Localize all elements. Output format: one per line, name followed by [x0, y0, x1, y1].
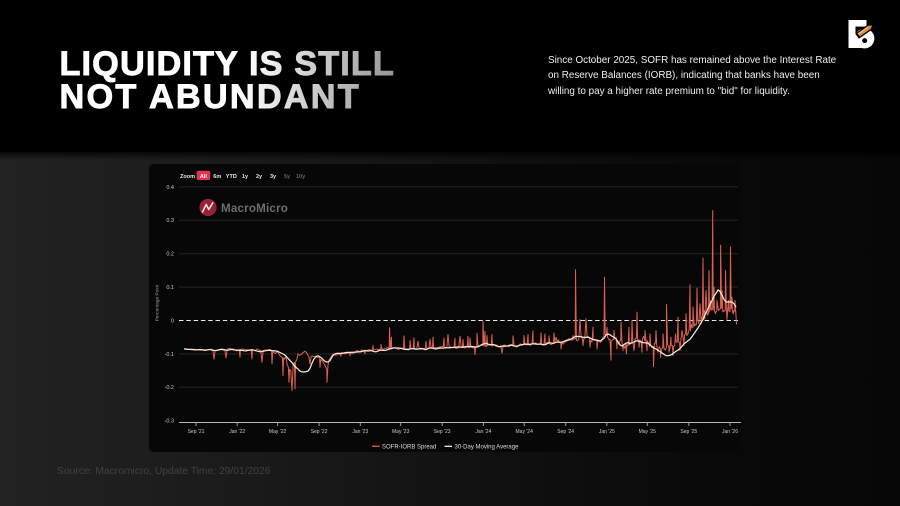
svg-text:0.4: 0.4: [166, 185, 174, 191]
svg-text:0.2: 0.2: [166, 252, 174, 258]
svg-text:Jan '23: Jan '23: [352, 429, 368, 435]
svg-text:May '23: May '23: [392, 429, 410, 435]
svg-text:1y: 1y: [242, 174, 249, 180]
svg-text:Jan '24: Jan '24: [475, 429, 491, 435]
svg-text:0: 0: [171, 318, 174, 324]
svg-text:SOFR-IORB Spread: SOFR-IORB Spread: [382, 445, 436, 451]
svg-text:MacroMicro: MacroMicro: [221, 202, 288, 215]
svg-text:2y: 2y: [256, 174, 263, 180]
svg-text:-0.2: -0.2: [165, 385, 174, 391]
svg-text:10y: 10y: [296, 174, 306, 180]
svg-text:30-Day Moving Average: 30-Day Moving Average: [455, 445, 520, 451]
svg-text:NOT ABUNDANT: NOT ABUNDANT: [60, 78, 361, 116]
svg-text:-0.1: -0.1: [165, 352, 174, 358]
svg-text:All: All: [200, 174, 208, 180]
svg-text:May '24: May '24: [516, 429, 534, 435]
svg-text:May '25: May '25: [639, 429, 657, 435]
svg-text:0.1: 0.1: [166, 285, 174, 291]
svg-text:Sep '24: Sep '24: [557, 429, 574, 435]
svg-text:Jan '22: Jan '22: [229, 429, 245, 435]
svg-text:Sep '22: Sep '22: [311, 429, 328, 435]
svg-text:YTD: YTD: [226, 174, 237, 180]
svg-text:Jan '26: Jan '26: [722, 429, 738, 435]
svg-text:Zoom: Zoom: [180, 174, 195, 180]
svg-text:0.3: 0.3: [166, 218, 174, 224]
svg-text:-0.3: -0.3: [165, 419, 174, 425]
svg-text:May '22: May '22: [269, 429, 287, 435]
svg-text:Percentage Point: Percentage Point: [155, 284, 161, 321]
svg-text:Jan '25: Jan '25: [599, 429, 615, 435]
svg-text:Sep '23: Sep '23: [434, 429, 451, 435]
svg-text:Sep '25: Sep '25: [680, 429, 697, 435]
svg-text:LIQUIDITY IS STILL: LIQUIDITY IS STILL: [60, 45, 395, 83]
svg-text:3y: 3y: [270, 174, 277, 180]
svg-text:Sep '21: Sep '21: [188, 429, 205, 435]
svg-text:6m: 6m: [213, 174, 221, 180]
svg-text:5y: 5y: [284, 174, 291, 180]
